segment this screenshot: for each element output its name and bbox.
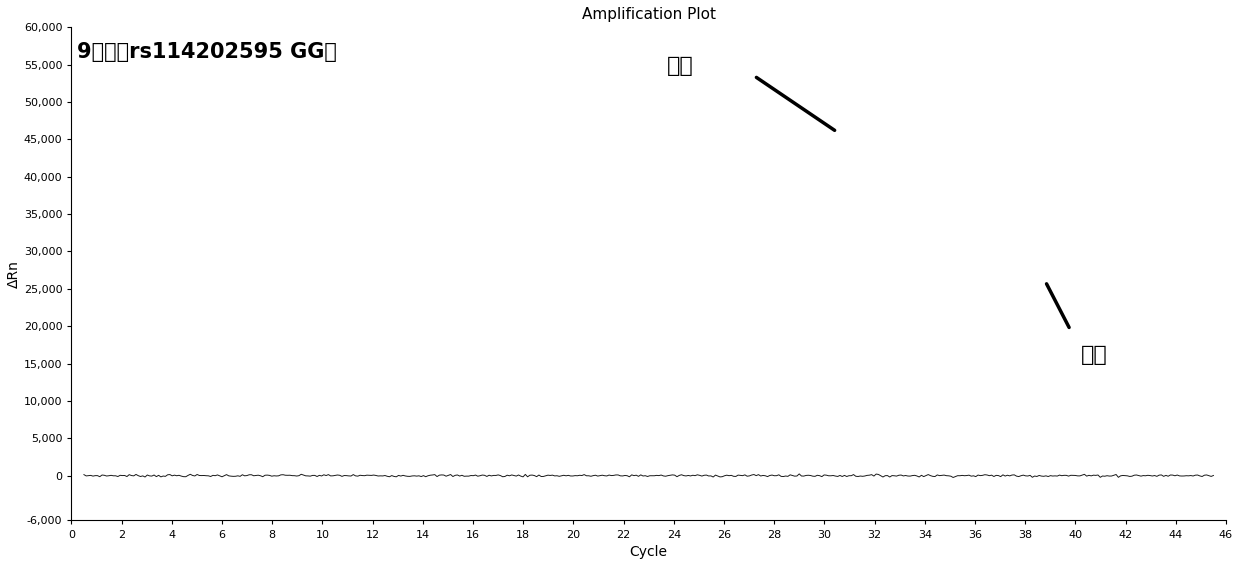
Title: Amplification Plot: Amplification Plot [582, 7, 715, 22]
Text: 9号样本rs114202595 GG型: 9号样本rs114202595 GG型 [77, 42, 337, 62]
Text: 野生: 野生 [1080, 345, 1107, 365]
X-axis label: Cycle: Cycle [630, 545, 667, 559]
Y-axis label: ΔRn: ΔRn [7, 260, 21, 288]
Text: 突变: 突变 [667, 56, 694, 76]
